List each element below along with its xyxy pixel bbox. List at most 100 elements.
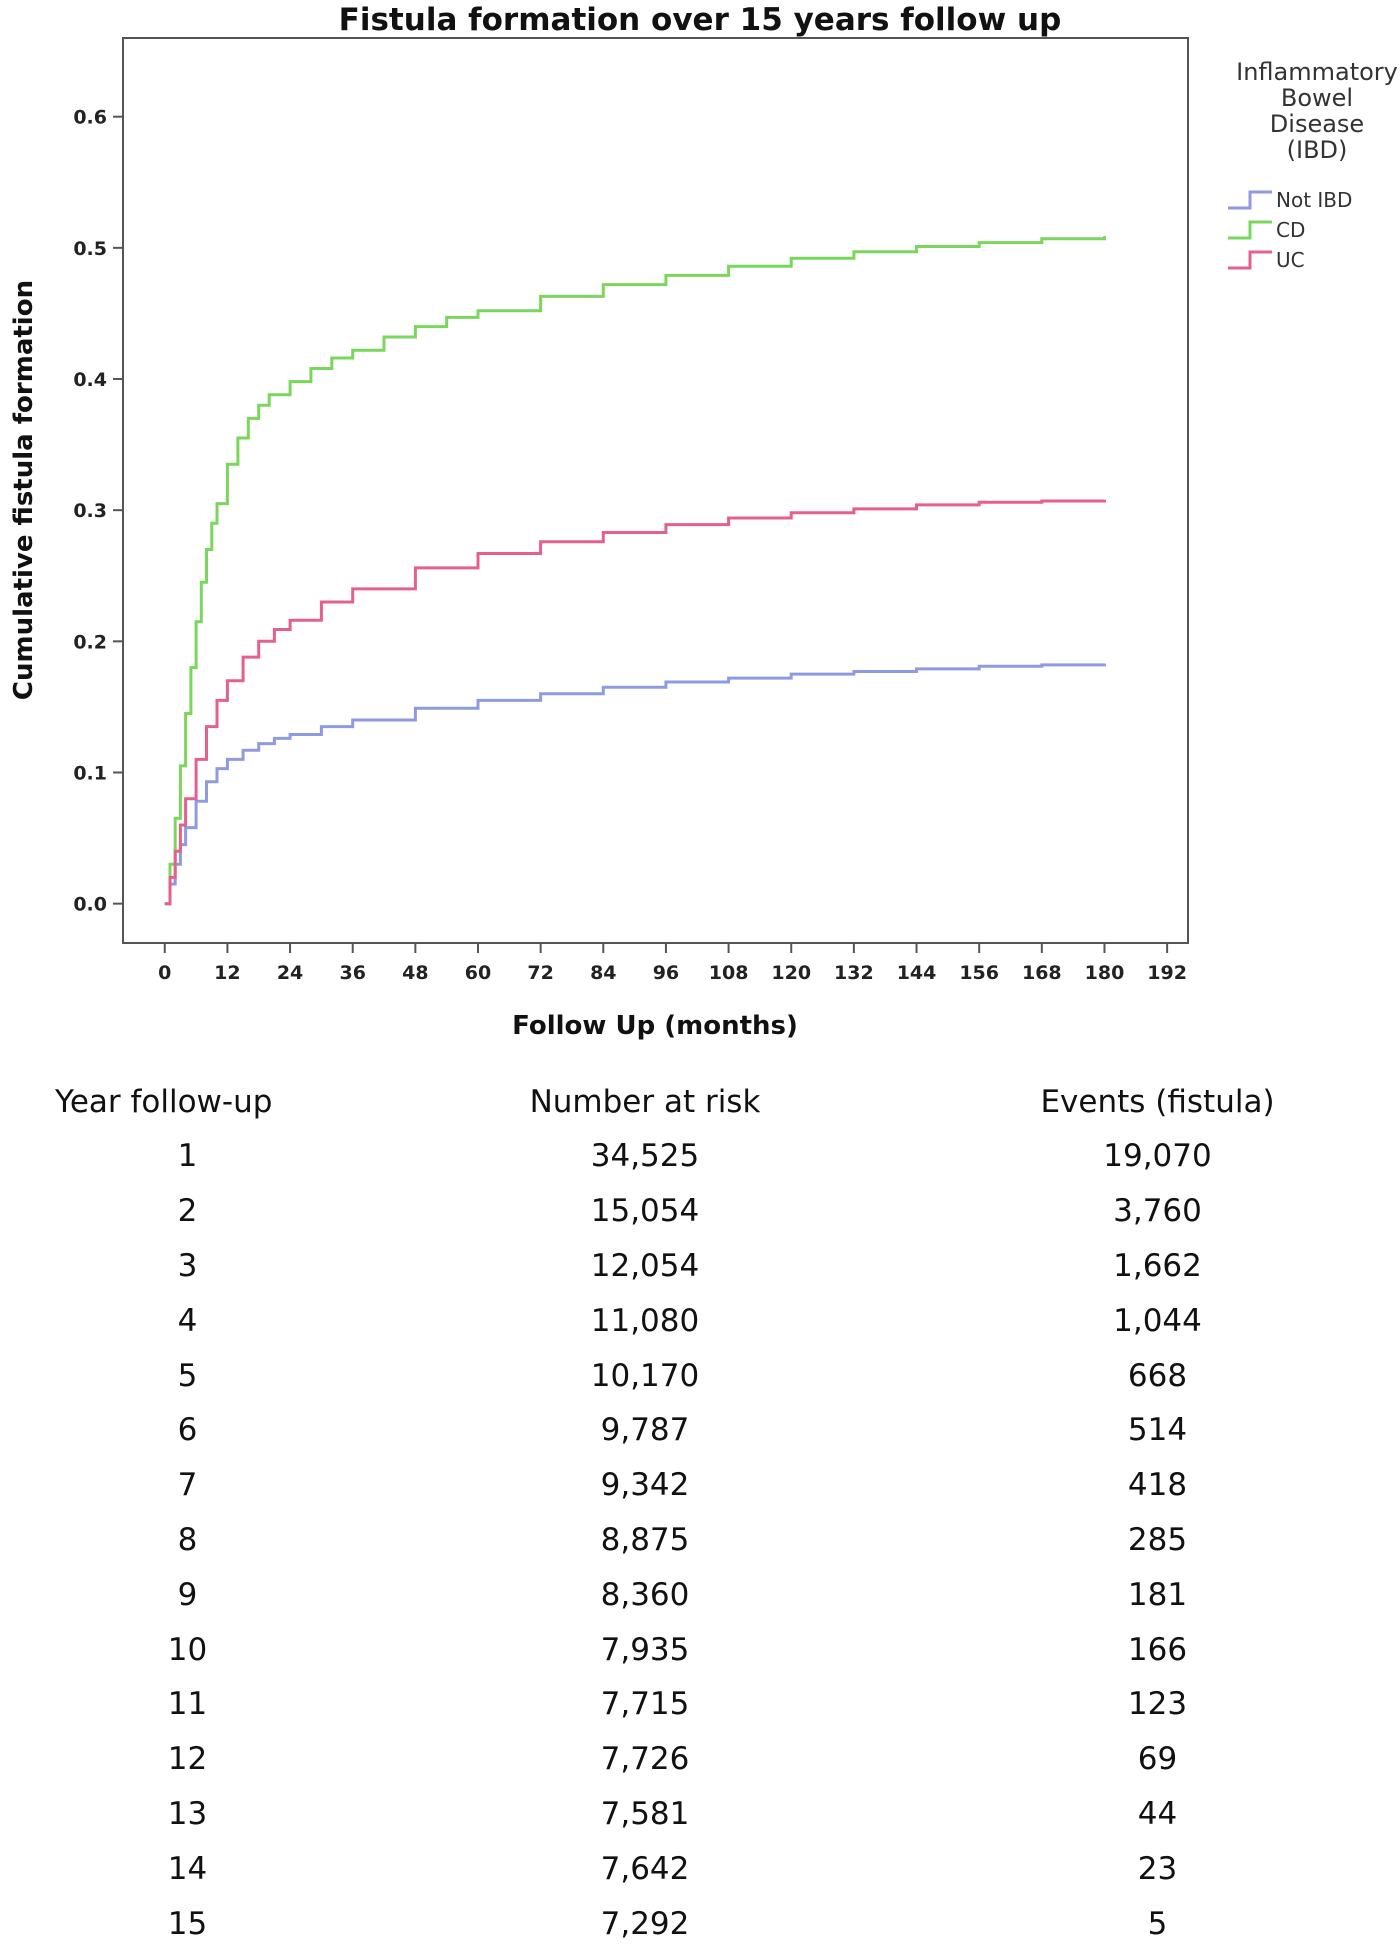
series-layer <box>164 236 1106 906</box>
x-tick-label: 12 <box>214 962 240 984</box>
series-line-cd <box>164 236 1106 906</box>
y-tick-label: 0.5 <box>73 238 107 260</box>
x-tick-label: 144 <box>897 962 937 984</box>
year-cell: 2 <box>177 1193 198 1230</box>
x-tick-label: 60 <box>465 962 491 984</box>
events-cell: 69 <box>1137 1741 1178 1778</box>
year-cell: 12 <box>167 1741 208 1778</box>
table-row: 14 7,642 23 <box>0 1841 1400 1896</box>
year-cell: 14 <box>167 1850 208 1887</box>
y-axis: 0.0 0.1 0.2 0.3 0.4 0.5 0.6 <box>73 107 123 916</box>
number-at-risk-cell: 7,292 <box>600 1905 690 1942</box>
risk-table: Year follow-up Number at risk Events (fi… <box>0 1075 1400 1951</box>
year-cell: 7 <box>177 1467 198 1504</box>
number-at-risk-cell: 9,787 <box>600 1412 690 1449</box>
x-tick-label: 72 <box>527 962 553 984</box>
header-number-at-risk: Number at risk <box>529 1084 761 1120</box>
table-row: 10 7,935 166 <box>0 1622 1400 1677</box>
number-at-risk-cell: 34,525 <box>590 1138 700 1175</box>
year-cell: 10 <box>167 1631 208 1668</box>
events-cell: 3,760 <box>1113 1193 1202 1230</box>
events-cell: 123 <box>1127 1686 1188 1723</box>
number-at-risk-cell: 7,642 <box>600 1850 690 1887</box>
year-cell: 8 <box>177 1521 198 1558</box>
table-row: 1 34,525 19,070 <box>0 1129 1400 1184</box>
legend-title-line: Disease <box>1270 110 1364 138</box>
events-cell: 668 <box>1127 1357 1188 1394</box>
number-at-risk-cell: 8,360 <box>600 1576 690 1613</box>
table-row: 2 15,054 3,760 <box>0 1184 1400 1239</box>
y-axis-label: Cumulative fistula formation <box>9 280 39 700</box>
x-tick-label: 48 <box>402 962 428 984</box>
chart-title: Fistula formation over 15 years follow u… <box>338 2 1062 38</box>
year-cell: 1 <box>177 1138 198 1175</box>
table-row: 3 12,054 1,662 <box>0 1239 1400 1294</box>
number-at-risk-cell: 7,715 <box>600 1686 690 1723</box>
events-cell: 1,044 <box>1113 1302 1202 1339</box>
number-at-risk-cell: 8,875 <box>600 1521 690 1558</box>
series-line-not-ibd <box>164 663 1106 906</box>
number-at-risk-cell: 7,726 <box>600 1741 690 1778</box>
year-cell: 3 <box>177 1247 198 1284</box>
year-cell: 13 <box>167 1795 208 1832</box>
events-cell: 1,662 <box>1113 1247 1202 1284</box>
table-row: 13 7,581 44 <box>0 1787 1400 1842</box>
table-row: 7 9,342 418 <box>0 1458 1400 1513</box>
y-tick-label: 0.6 <box>73 107 107 129</box>
x-axis: 0 12 24 36 48 60 72 84 96 108 120 132 144 156 168 180 19… <box>158 943 1187 984</box>
x-tick-label: 36 <box>339 962 365 984</box>
year-cell: 4 <box>177 1302 198 1339</box>
legend-swatch <box>1228 190 1272 210</box>
year-cell: 5 <box>177 1357 198 1394</box>
number-at-risk-cell: 12,054 <box>590 1247 700 1284</box>
events-cell: 514 <box>1127 1412 1188 1449</box>
x-tick-label: 120 <box>771 962 811 984</box>
number-at-risk-cell: 7,581 <box>600 1795 690 1832</box>
events-cell: 181 <box>1127 1576 1188 1613</box>
number-at-risk-cell: 9,342 <box>600 1467 690 1504</box>
series-line-uc <box>164 499 1106 906</box>
number-at-risk-cell: 7,935 <box>600 1631 690 1668</box>
legend-title-line: Bowel <box>1281 84 1353 112</box>
header-year-follow-up: Year follow-up <box>55 1084 273 1120</box>
events-cell: 166 <box>1127 1631 1188 1668</box>
year-cell: 11 <box>167 1686 208 1723</box>
x-tick-label: 156 <box>959 962 999 984</box>
table-row: 6 9,787 514 <box>0 1403 1400 1458</box>
y-tick-label: 0.1 <box>73 762 107 784</box>
events-cell: 5 <box>1147 1905 1168 1942</box>
events-cell: 19,070 <box>1103 1138 1212 1175</box>
plot-frame <box>122 37 1189 944</box>
y-tick-label: 0.2 <box>73 631 107 653</box>
year-cell: 9 <box>177 1576 198 1613</box>
legend-swatch <box>1228 220 1272 240</box>
number-at-risk-cell: 10,170 <box>590 1357 700 1394</box>
x-tick-label: 108 <box>709 962 749 984</box>
x-tick-label: 24 <box>277 962 303 984</box>
events-cell: 23 <box>1137 1850 1178 1887</box>
x-axis-label: Follow Up (months) <box>512 1011 798 1041</box>
number-at-risk-cell: 11,080 <box>590 1302 700 1339</box>
table-row: 12 7,726 69 <box>0 1732 1400 1787</box>
legend-label: CD <box>1276 218 1305 242</box>
x-tick-label: 96 <box>653 962 679 984</box>
legend-label: UC <box>1276 248 1305 272</box>
legend-title-line: (IBD) <box>1287 136 1348 164</box>
legend-title-line: Inflammatory <box>1236 58 1398 86</box>
table-row: 5 10,170 668 <box>0 1348 1400 1403</box>
table-row: 15 7,292 5 <box>0 1896 1400 1951</box>
table-row: 4 11,080 1,044 <box>0 1293 1400 1348</box>
year-cell: 6 <box>177 1412 198 1449</box>
events-cell: 418 <box>1127 1467 1188 1504</box>
risk-table-body: 1 34,525 19,070 2 15,054 3,760 3 12,054 1,662 4 11… <box>0 1129 1400 1951</box>
legend-label: Not IBD <box>1276 188 1352 212</box>
x-tick-label: 168 <box>1022 962 1062 984</box>
number-at-risk-cell: 15,054 <box>590 1193 700 1230</box>
legend-swatch <box>1228 250 1272 270</box>
events-cell: 285 <box>1127 1521 1188 1558</box>
x-tick-label: 180 <box>1085 962 1125 984</box>
y-tick-label: 0.4 <box>73 369 107 391</box>
x-tick-label: 0 <box>158 962 171 984</box>
x-tick-label: 192 <box>1147 962 1187 984</box>
